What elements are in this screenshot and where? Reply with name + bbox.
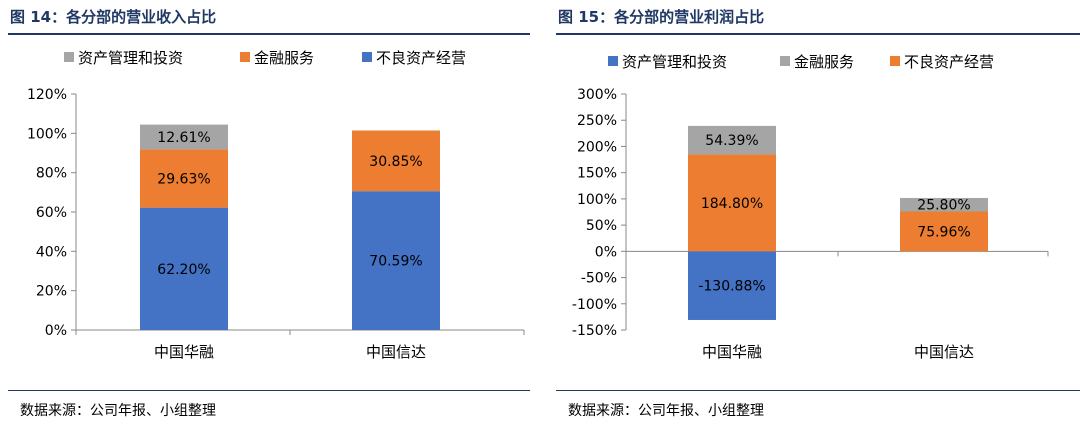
data-label: 25.80% <box>917 198 970 214</box>
category-label: 中国信达 <box>366 343 426 361</box>
source-note: 数据来源：公司年报、小组整理 <box>20 403 216 419</box>
data-label: 30.85% <box>369 154 422 170</box>
profit-share-chart: 资产管理和投资 金融服务 不良资产经营 -150% -100% -50% 0% 50% 100%… <box>572 53 1049 361</box>
y-tick-label: -50% <box>581 271 617 287</box>
y-tick-label: 100% <box>577 192 617 208</box>
legend-swatch <box>890 56 900 66</box>
y-tick-label: 200% <box>577 139 617 155</box>
y-tick-label: 150% <box>577 166 617 182</box>
legend-label: 金融服务 <box>254 49 314 67</box>
title-rule <box>8 33 530 35</box>
legend-label: 金融服务 <box>794 53 854 71</box>
figure-title: 图 14：各分部的营业收入占比 <box>10 8 217 26</box>
source-note: 数据来源：公司年报、小组整理 <box>568 403 764 419</box>
legend-swatch <box>362 52 372 62</box>
y-tick-label: 0% <box>595 244 617 260</box>
figure-title: 图 15：各分部的营业利润占比 <box>558 8 765 26</box>
y-tick-label: 300% <box>577 87 617 103</box>
y-tick-label: 100% <box>27 126 67 142</box>
bar-segment <box>688 251 776 320</box>
y-tick-label: -100% <box>572 297 617 313</box>
title-rule <box>556 33 1080 35</box>
bar-segment <box>900 211 988 252</box>
y-tick-label: 40% <box>36 244 67 260</box>
bar-segment <box>900 197 988 212</box>
legend-swatch <box>608 56 618 66</box>
legend-swatch <box>64 52 74 62</box>
bar-segment <box>688 125 776 155</box>
data-label: 29.63% <box>157 172 210 188</box>
legend-label: 不良资产经营 <box>376 49 466 67</box>
category-label: 中国华融 <box>702 343 762 361</box>
data-label: 12.61% <box>157 130 210 146</box>
legend-swatch <box>780 56 790 66</box>
y-tick-label: -150% <box>572 323 617 339</box>
bar-segment <box>140 124 228 150</box>
source-rule <box>8 390 530 391</box>
bar-segment <box>688 154 776 252</box>
data-label: -130.88% <box>698 279 765 295</box>
y-tick-label: 250% <box>577 113 617 129</box>
y-tick-label: 60% <box>36 205 67 221</box>
figure-14-panel: 图 14：各分部的营业收入占比 资产管理和投资 金融服务 不良资产经营 0% 20% 40… <box>0 0 530 428</box>
data-label: 75.96% <box>917 224 970 240</box>
category-label: 中国信达 <box>914 343 974 361</box>
bar-segment <box>352 130 440 192</box>
bar-segment <box>352 191 440 330</box>
category-label: 中国华融 <box>154 343 214 361</box>
legend-label: 资产管理和投资 <box>78 49 183 67</box>
legend-label: 不良资产经营 <box>904 53 994 71</box>
figure-15-panel: 图 15：各分部的营业利润占比 资产管理和投资 金融服务 不良资产经营 -150% -1… <box>548 0 1080 428</box>
bar-segment <box>140 207 228 330</box>
bar-segment <box>140 149 228 208</box>
legend-label: 资产管理和投资 <box>622 53 727 71</box>
y-tick-label: 20% <box>36 284 67 300</box>
data-label: 54.39% <box>705 133 758 149</box>
data-label: 62.20% <box>157 262 210 278</box>
data-label: 184.80% <box>701 196 763 212</box>
y-tick-label: 120% <box>27 87 67 103</box>
y-tick-label: 0% <box>45 323 67 339</box>
revenue-share-chart: 资产管理和投资 金融服务 不良资产经营 0% 20% 40% 60% 80% 100% 120% 6… <box>27 49 525 361</box>
legend-swatch <box>240 52 250 62</box>
y-tick-label: 50% <box>586 218 617 234</box>
y-tick-label: 80% <box>36 166 67 182</box>
data-label: 70.59% <box>369 254 422 270</box>
source-rule <box>556 390 1080 391</box>
